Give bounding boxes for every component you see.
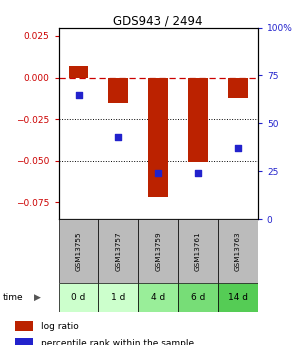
Text: 4 d: 4 d	[151, 293, 165, 302]
Text: GSM13761: GSM13761	[195, 231, 201, 271]
Bar	[178, 283, 218, 312]
Bar	[59, 219, 98, 283]
Text: GSM13763: GSM13763	[235, 231, 241, 271]
Point	[116, 134, 121, 139]
Bar	[59, 283, 98, 312]
Bar	[138, 283, 178, 312]
Text: 0 d: 0 d	[71, 293, 86, 302]
Text: ▶: ▶	[34, 293, 40, 302]
Point	[156, 170, 161, 176]
Bar	[69, 66, 88, 78]
Text: time: time	[3, 293, 23, 302]
Bar	[188, 78, 208, 162]
Title: GDS943 / 2494: GDS943 / 2494	[113, 14, 203, 28]
Text: log ratio: log ratio	[41, 322, 79, 331]
Bar	[15, 321, 33, 331]
Bar	[98, 219, 138, 283]
Bar	[228, 78, 248, 98]
Bar	[178, 219, 218, 283]
Text: GSM13755: GSM13755	[76, 231, 81, 271]
Text: GSM13759: GSM13759	[155, 231, 161, 271]
Text: 1 d: 1 d	[111, 293, 126, 302]
Point	[76, 92, 81, 97]
Text: GSM13757: GSM13757	[115, 231, 121, 271]
Point	[196, 170, 200, 176]
Bar	[148, 78, 168, 197]
Bar	[218, 283, 258, 312]
Text: 6 d: 6 d	[191, 293, 205, 302]
Bar	[138, 219, 178, 283]
Text: percentile rank within the sample: percentile rank within the sample	[41, 339, 194, 345]
Bar	[15, 338, 33, 345]
Bar	[108, 78, 128, 102]
Text: 14 d: 14 d	[228, 293, 248, 302]
Bar	[98, 283, 138, 312]
Bar	[218, 219, 258, 283]
Point	[236, 146, 240, 151]
